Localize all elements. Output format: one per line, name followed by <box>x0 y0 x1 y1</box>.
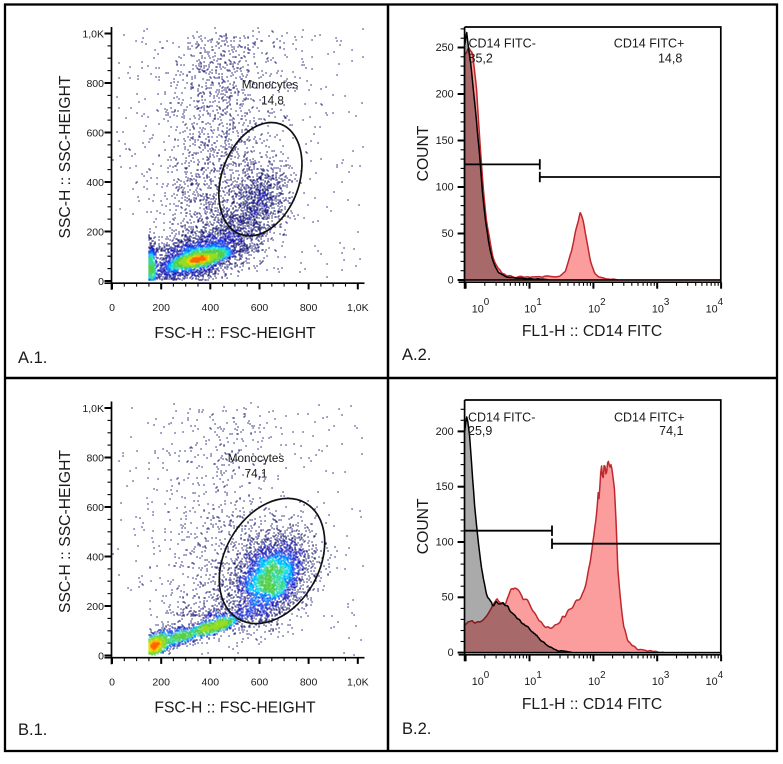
svg-text:85,2: 85,2 <box>469 52 493 66</box>
svg-text:74,1: 74,1 <box>659 424 683 438</box>
svg-text:400: 400 <box>86 551 104 563</box>
svg-text:CD14 FITC-: CD14 FITC- <box>468 411 535 425</box>
svg-text:FSC-H :: FSC-HEIGHT: FSC-H :: FSC-HEIGHT <box>154 700 316 717</box>
svg-text:FSC-H :: FSC-HEIGHT: FSC-H :: FSC-HEIGHT <box>154 325 316 342</box>
svg-text:CD14 FITC-: CD14 FITC- <box>469 37 536 51</box>
svg-text:1,0K: 1,0K <box>82 28 104 40</box>
svg-text:400: 400 <box>202 676 220 688</box>
svg-text:102: 102 <box>588 670 605 688</box>
svg-text:SSC-H :: SSC-HEIGHT: SSC-H :: SSC-HEIGHT <box>57 450 74 613</box>
svg-text:101: 101 <box>524 670 541 688</box>
svg-text:50: 50 <box>442 592 454 604</box>
svg-text:A.2.: A.2. <box>402 346 431 364</box>
svg-text:400: 400 <box>202 302 220 314</box>
svg-text:800: 800 <box>300 302 318 314</box>
svg-text:150: 150 <box>436 135 454 147</box>
svg-text:B.1.: B.1. <box>18 721 47 739</box>
svg-text:800: 800 <box>86 78 104 90</box>
svg-text:B.2.: B.2. <box>402 720 431 738</box>
svg-text:COUNT: COUNT <box>415 125 432 181</box>
svg-text:SSC-H :: SSC-HEIGHT: SSC-H :: SSC-HEIGHT <box>57 75 74 238</box>
svg-text:0: 0 <box>109 302 115 314</box>
svg-text:1,0K: 1,0K <box>347 676 369 688</box>
svg-text:0: 0 <box>98 650 104 662</box>
svg-text:0: 0 <box>109 676 115 688</box>
svg-text:CD14 FITC+: CD14 FITC+ <box>614 411 685 425</box>
svg-text:104: 104 <box>706 670 724 688</box>
svg-text:FL1-H :: CD14 FITC: FL1-H :: CD14 FITC <box>522 323 662 340</box>
svg-text:600: 600 <box>86 502 104 514</box>
svg-text:400: 400 <box>86 177 104 189</box>
svg-text:100: 100 <box>436 536 454 548</box>
svg-text:100: 100 <box>472 297 490 315</box>
svg-text:COUNT: COUNT <box>415 498 432 554</box>
svg-text:Monocytes: Monocytes <box>242 79 299 92</box>
svg-text:600: 600 <box>251 676 269 688</box>
svg-text:0: 0 <box>98 276 104 288</box>
svg-text:101: 101 <box>524 297 541 315</box>
svg-text:200: 200 <box>86 226 104 238</box>
svg-text:103: 103 <box>652 670 670 688</box>
svg-text:103: 103 <box>652 297 670 315</box>
svg-text:600: 600 <box>251 302 269 314</box>
svg-text:25,9: 25,9 <box>468 424 492 438</box>
svg-text:74,1: 74,1 <box>245 468 268 481</box>
svg-text:FL1-H :: CD14 FITC: FL1-H :: CD14 FITC <box>522 696 662 713</box>
svg-text:0: 0 <box>448 274 454 286</box>
svg-text:100: 100 <box>436 181 454 193</box>
svg-text:1,0K: 1,0K <box>347 302 369 314</box>
svg-text:0: 0 <box>448 647 454 659</box>
svg-text:Monocytes: Monocytes <box>228 452 285 465</box>
svg-text:200: 200 <box>152 676 170 688</box>
svg-text:200: 200 <box>436 426 454 438</box>
svg-text:250: 250 <box>436 42 454 54</box>
svg-text:104: 104 <box>706 297 724 315</box>
svg-text:50: 50 <box>442 228 454 240</box>
svg-text:102: 102 <box>588 297 605 315</box>
svg-text:200: 200 <box>436 88 454 100</box>
svg-text:CD14 FITC+: CD14 FITC+ <box>614 37 685 51</box>
svg-text:150: 150 <box>436 481 454 493</box>
svg-text:A.1.: A.1. <box>18 349 47 367</box>
svg-text:600: 600 <box>86 127 104 139</box>
svg-text:800: 800 <box>300 676 318 688</box>
svg-text:14,8: 14,8 <box>658 52 682 66</box>
svg-text:100: 100 <box>472 670 490 688</box>
svg-text:800: 800 <box>86 452 104 464</box>
svg-text:200: 200 <box>152 302 170 314</box>
svg-text:14,8: 14,8 <box>261 95 284 108</box>
svg-text:200: 200 <box>86 601 104 613</box>
svg-text:1,0K: 1,0K <box>82 403 104 415</box>
